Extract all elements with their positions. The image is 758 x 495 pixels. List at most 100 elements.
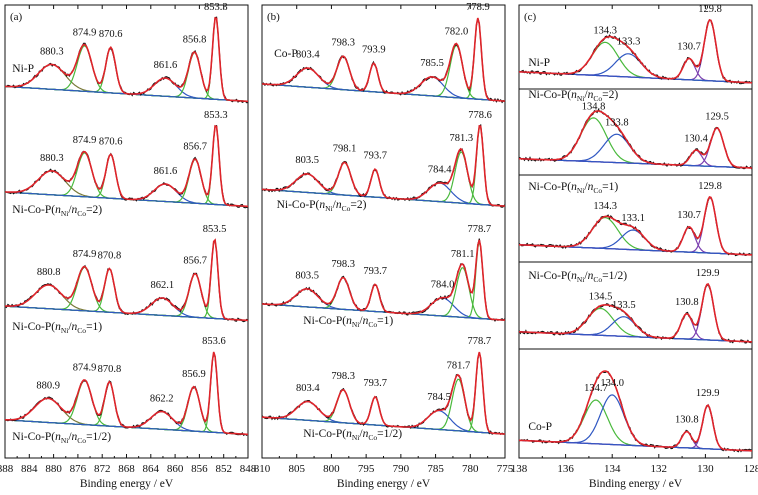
x-tick-label: 795 xyxy=(358,463,375,475)
sample-label-part: / xyxy=(359,428,363,440)
sample-label-part: / xyxy=(333,199,337,211)
sample-label: Co-P xyxy=(528,421,552,433)
sample-label-part: Co-P xyxy=(274,48,298,60)
peak-label: 129.9 xyxy=(696,388,720,399)
x-tick-label: 780 xyxy=(462,463,479,475)
peak-label: 130.7 xyxy=(677,41,701,52)
raw-spectrum xyxy=(518,282,753,344)
sample-label-part: Co xyxy=(77,436,86,445)
sample-label-part: / xyxy=(68,204,72,216)
x-tick-label: 880 xyxy=(45,463,62,475)
sample-label-part: =1/2) xyxy=(602,270,627,282)
sample-label-part: Ni xyxy=(577,94,585,103)
fit-component xyxy=(519,316,753,343)
x-tick-label: 775 xyxy=(497,463,514,475)
sample-label: Ni-Co-P(nNi/nCo=2) xyxy=(12,204,102,218)
peak-label: 856.8 xyxy=(183,34,207,45)
envelope-fit xyxy=(261,239,506,321)
peak-label: 880.3 xyxy=(40,46,64,57)
x-tick-label: 800 xyxy=(323,463,340,475)
sample-label-part: Ni xyxy=(61,436,69,445)
sample-label: Ni-Co-P(nNi/nCo=2) xyxy=(528,89,618,103)
peak-label: 781.3 xyxy=(449,133,473,144)
peak-label: 793.9 xyxy=(362,44,386,55)
peak-label: 784.5 xyxy=(427,392,451,403)
sample-label-part: Ni-Co-P( xyxy=(12,321,55,333)
peak-label: 798.3 xyxy=(331,259,355,270)
sample-label-part: n xyxy=(363,315,369,327)
envelope-fit xyxy=(261,17,506,102)
peak-label: 785.5 xyxy=(420,58,444,69)
sample-label-part: Ni-Co-P( xyxy=(303,428,346,440)
x-tick-label: 848 xyxy=(240,463,257,475)
sample-label-part: =1) xyxy=(86,321,102,333)
envelope-fit xyxy=(5,16,248,103)
peak-label: 853.3 xyxy=(204,110,228,121)
peak-label: 856.7 xyxy=(183,141,207,152)
raw-spectrum xyxy=(4,239,249,323)
peak-label: 853.6 xyxy=(202,336,226,347)
x-axis-title: Binding energy / eV xyxy=(337,478,431,490)
sample-label-part: n xyxy=(363,428,369,440)
sample-label-part: n xyxy=(346,428,352,440)
fit-component xyxy=(4,284,249,321)
peak-label: 133.8 xyxy=(605,118,629,129)
sample-label: Ni-P xyxy=(528,57,550,69)
sample-label-part: n xyxy=(55,321,61,333)
x-tick-label: 134 xyxy=(604,463,621,475)
peak-label: 861.6 xyxy=(154,60,178,71)
peak-label: 133.3 xyxy=(617,37,641,48)
x-tick-label: 130 xyxy=(697,463,714,475)
peak-label: 778.6 xyxy=(468,110,492,121)
panel-1: (b) 810 805 800 795 790 785 780 775 Binding energ… xyxy=(254,2,514,490)
panel-label: (a) xyxy=(10,11,23,23)
fit-component xyxy=(518,53,753,84)
envelope-fit xyxy=(519,283,753,343)
fit-component xyxy=(518,404,752,452)
peak-label: 870.8 xyxy=(98,251,122,262)
sample-label-part: n xyxy=(571,89,577,101)
peak-label: 880.9 xyxy=(36,380,60,391)
peak-label: 803.4 xyxy=(296,49,320,60)
sample-label-part: Ni-Co-P( xyxy=(303,315,346,327)
sample-label-part: Ni-Co-P( xyxy=(528,181,571,193)
peak-label: 803.5 xyxy=(295,155,319,166)
x-tick-label: 128 xyxy=(744,463,758,475)
sample-label: Co-P xyxy=(274,48,298,60)
x-tick-label: 856 xyxy=(191,463,208,475)
sample-label-part: Co xyxy=(77,209,86,218)
envelope-fit xyxy=(518,19,753,84)
envelope-fit xyxy=(261,125,506,207)
peak-label: 133.1 xyxy=(621,213,645,224)
peak-label: 793.7 xyxy=(363,151,387,162)
x-tick-label: 888 xyxy=(0,463,14,475)
sample-label-part: n xyxy=(571,270,577,282)
sample-label-part: n xyxy=(571,181,577,193)
panel-label: (c) xyxy=(524,11,537,23)
sample-label-part: Ni xyxy=(61,209,69,218)
sample-label-part: n xyxy=(55,431,61,443)
envelope-fit xyxy=(519,110,753,169)
peak-label: 133.5 xyxy=(612,300,636,311)
sample-label-part: / xyxy=(68,321,72,333)
peak-label: 781.1 xyxy=(451,249,475,260)
sample-label-part: Ni xyxy=(577,186,585,195)
sample-label-part: n xyxy=(336,199,342,211)
sample-label-part: =2) xyxy=(86,204,102,216)
x-axis-title: Binding energy / eV xyxy=(80,478,174,490)
sample-label: Ni-Co-P(nNi/nCo=2) xyxy=(277,199,367,213)
peak-label: 130.8 xyxy=(675,297,699,308)
peak-label: 782.0 xyxy=(445,26,469,37)
sample-label-part: Ni xyxy=(577,275,585,284)
x-tick-label: 790 xyxy=(393,463,410,475)
fit-component xyxy=(518,57,753,84)
peak-label: 129.8 xyxy=(698,181,722,192)
sample-label-part: / xyxy=(584,181,588,193)
fit-component xyxy=(519,229,753,256)
envelope-fit xyxy=(518,370,752,452)
x-tick-label: 136 xyxy=(557,463,574,475)
x-tick-label: 132 xyxy=(651,463,668,475)
peak-label: 798.3 xyxy=(331,38,355,49)
x-tick-label: 852 xyxy=(215,463,232,475)
